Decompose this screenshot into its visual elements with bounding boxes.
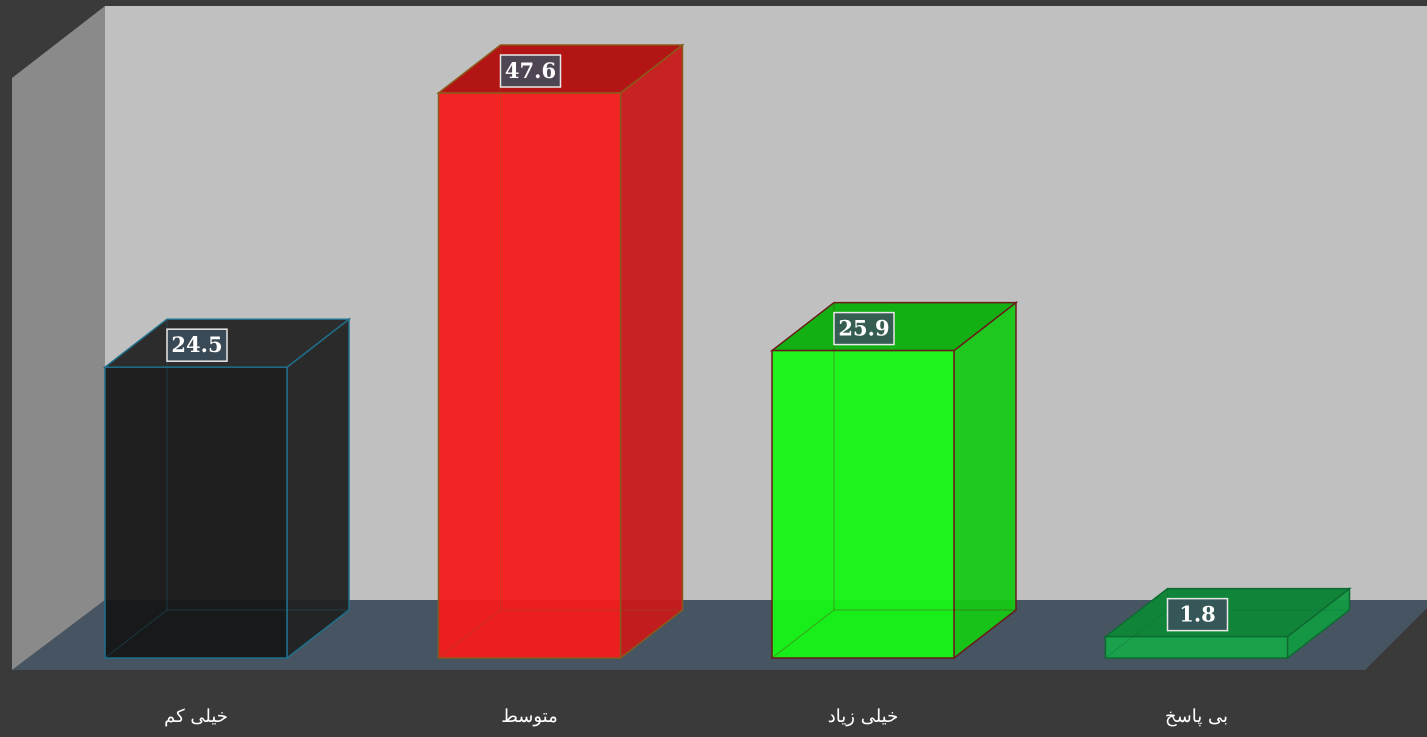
category-label-4: بی پاسخ [1165, 706, 1228, 727]
bar-side-face [286, 317, 350, 660]
value-label-4: 1.8 [1166, 597, 1229, 632]
value-label-text: 25.9 [838, 316, 889, 341]
value-label-text: 47.6 [505, 58, 556, 83]
bar-inner-edge [104, 609, 168, 659]
value-label-1: 24.5 [166, 328, 228, 362]
category-label-2: متوسط [501, 706, 558, 727]
value-label-text: 24.5 [171, 332, 222, 357]
value-label-2: 47.6 [499, 54, 562, 88]
chart-floor [12, 600, 1427, 670]
value-label-text: 1.8 [1179, 602, 1216, 627]
bar-3 [769, 301, 1019, 660]
bar-1 [102, 317, 352, 660]
category-labels: خیلی کم متوسط خیلی زیاد بی پاسخ [164, 706, 1228, 727]
value-label-box [1166, 597, 1229, 632]
value-label-box [833, 311, 895, 346]
chart-side-wall [12, 6, 105, 670]
bar-front-face [104, 366, 288, 659]
bar-inner-edge [438, 609, 501, 659]
value-label-box [499, 54, 562, 88]
value-label-box [166, 328, 228, 362]
chart-walls [12, 6, 1427, 670]
value-labels: 24.5 47.6 25.9 1.8 [166, 54, 1229, 632]
bar-front-face [1104, 635, 1289, 659]
bar-side-face [619, 43, 684, 660]
chart-bars [102, 43, 1352, 660]
bar-inner-edge [1105, 609, 1168, 659]
value-label-3: 25.9 [833, 311, 895, 346]
category-label-3: خیلی زیاد [828, 706, 898, 727]
bar-front-face [437, 92, 622, 659]
bar-side-face [953, 301, 1017, 660]
bar-2 [436, 43, 685, 660]
bar-front-face [771, 349, 955, 659]
chart-back-wall [105, 6, 1427, 600]
bar-inner-edge [771, 609, 835, 659]
category-label-1: خیلی کم [164, 706, 228, 727]
